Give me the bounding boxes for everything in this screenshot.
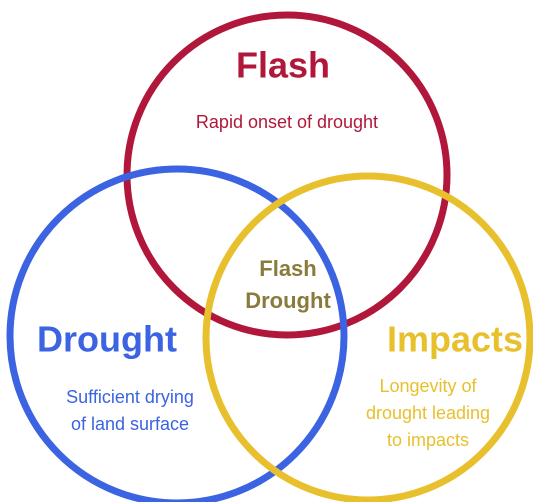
set-description: Rapid onset of drought: [196, 112, 378, 132]
intersection-label: Flash: [259, 256, 316, 281]
intersection-label: Drought: [245, 288, 331, 313]
set-description: to impacts: [387, 430, 469, 450]
set-description: Sufficient drying: [66, 387, 194, 407]
set-title: Impacts: [387, 319, 523, 360]
set-description: drought leading: [366, 403, 490, 423]
set-description: of land surface: [71, 414, 189, 434]
set-title: Flash: [236, 45, 330, 86]
set-description: Longevity of: [379, 376, 477, 396]
set-title: Drought: [37, 319, 177, 360]
drought-circle: [6, 165, 348, 502]
impacts-circle: [202, 172, 533, 502]
